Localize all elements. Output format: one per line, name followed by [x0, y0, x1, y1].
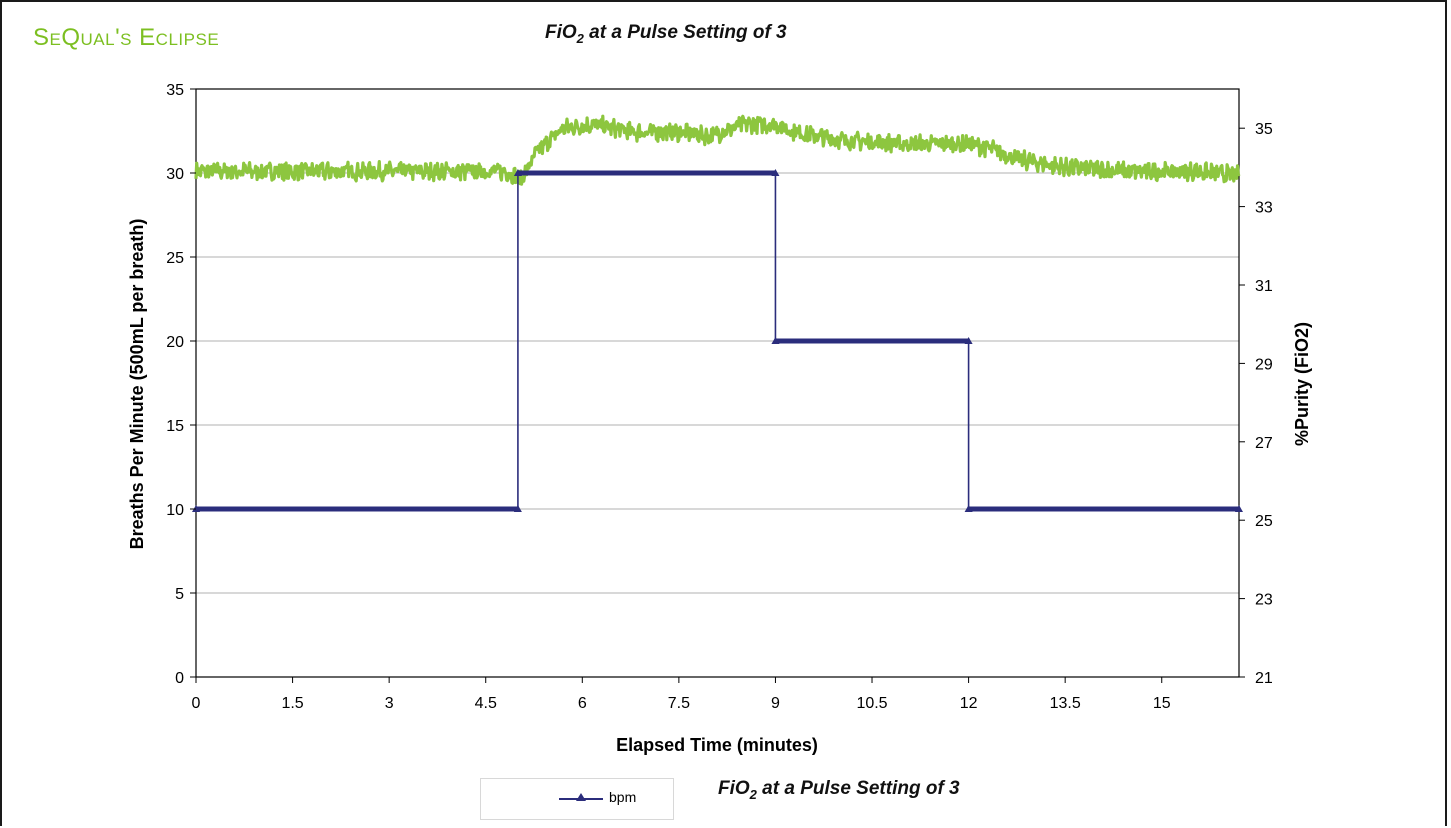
brand-logo-text: SeQual's Eclipse: [33, 24, 220, 51]
bpm-point-marker: [771, 337, 780, 344]
legend-swatch-bpm: [559, 793, 603, 801]
x-tick-label: 0: [192, 695, 201, 712]
bpm-point-marker: [513, 505, 522, 512]
bpm-point-marker: [513, 169, 522, 176]
legend-caption-main: FiO: [718, 778, 750, 799]
x-tick-label: 1.5: [281, 695, 303, 712]
x-tick-label: 7.5: [668, 695, 690, 712]
y-tick-label: 35: [166, 82, 184, 99]
chart-title-rest: at a Pulse Setting of 3: [583, 22, 787, 43]
ticks-layer: 0 5 10 15 20 25 30 35 21 23 25 27 29 31 33 35 0 1.5 3 4.5 6 7…: [166, 82, 1273, 712]
legend-caption-subscript: 2: [749, 786, 757, 802]
plot-frame: [195, 88, 1240, 678]
y2-tick-label: 23: [1255, 592, 1273, 609]
plot-area-border: [195, 88, 1240, 678]
y-tick-label: 0: [175, 670, 184, 687]
x-tick-label: 9: [771, 695, 780, 712]
x-tick-label: 15: [1153, 695, 1171, 712]
y2-tick-label: 31: [1255, 278, 1273, 295]
y-tick-label: 10: [166, 502, 184, 519]
chart-title: FiO2 at a Pulse Setting of 3: [545, 22, 787, 46]
y2-tick-label: 33: [1255, 200, 1273, 217]
bpm-point-marker: [1235, 505, 1243, 512]
series-layer: [192, 114, 1243, 512]
chart-title-subscript: 2: [576, 30, 584, 46]
legend-caption: FiO2 at a Pulse Setting of 3: [718, 778, 960, 802]
legend-label-bpm: bpm: [609, 789, 637, 805]
bpm-point-marker: [964, 337, 973, 344]
y2-axis-title: %Purity (FiO2): [1292, 322, 1312, 446]
grid-layer: [196, 172, 1239, 594]
x-tick-label: 6: [578, 695, 587, 712]
bpm-point-marker: [771, 169, 780, 176]
y-tick-label: 5: [175, 586, 184, 603]
y2-tick-label: 25: [1255, 513, 1273, 530]
x-tick-label: 3: [385, 695, 394, 712]
legend: bpm: [480, 778, 674, 820]
x-tick-label: 10.5: [856, 695, 887, 712]
x-tick-label: 13.5: [1050, 695, 1081, 712]
legend-caption-rest: at a Pulse Setting of 3: [756, 778, 960, 799]
y-axis-title: Breaths Per Minute (500mL per breath): [127, 219, 147, 550]
y-tick-label: 15: [166, 418, 184, 435]
chart-title-main: FiO: [545, 22, 577, 43]
y2-tick-label: 35: [1255, 121, 1273, 138]
y-tick-label: 25: [166, 250, 184, 267]
y-tick-label: 20: [166, 334, 184, 351]
series-fio2-line: [194, 114, 1241, 186]
y-tick-label: 30: [166, 166, 184, 183]
y2-tick-label: 27: [1255, 435, 1273, 452]
x-tick-label: 4.5: [475, 695, 497, 712]
x-axis-title: Elapsed Time (minutes): [616, 735, 818, 755]
x-tick-label: 12: [960, 695, 978, 712]
y2-tick-label: 29: [1255, 356, 1273, 373]
bpm-point-marker: [964, 505, 973, 512]
y2-tick-label: 21: [1255, 670, 1273, 687]
